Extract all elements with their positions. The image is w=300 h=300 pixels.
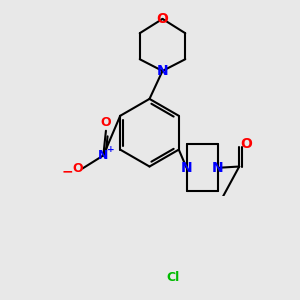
Text: −: − <box>61 165 73 179</box>
Text: N: N <box>181 161 192 175</box>
Text: O: O <box>100 116 111 130</box>
Text: N: N <box>212 161 224 175</box>
Text: O: O <box>240 137 252 151</box>
Text: O: O <box>72 162 83 175</box>
Text: N: N <box>157 64 168 78</box>
Text: Cl: Cl <box>166 271 179 284</box>
Text: O: O <box>157 12 168 26</box>
Text: +: + <box>107 145 114 154</box>
Text: N: N <box>98 149 109 162</box>
